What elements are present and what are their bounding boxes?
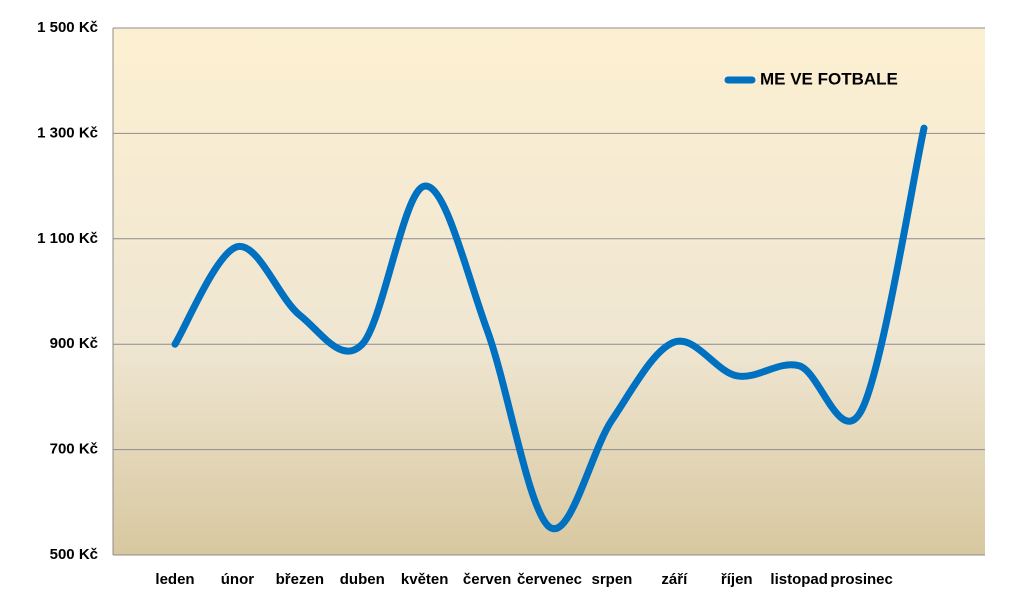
y-tick-label: 900 Kč [50, 335, 98, 352]
y-tick-label: 500 Kč [50, 546, 98, 563]
x-tick-label: listopad [770, 571, 828, 588]
x-tick-label: únor [221, 571, 254, 588]
x-tick-label: říjen [721, 571, 753, 588]
y-tick-label: 1 100 Kč [37, 230, 98, 247]
x-tick-label: duben [340, 571, 385, 588]
y-tick-label: 1 300 Kč [37, 124, 98, 141]
x-tick-label: září [661, 571, 688, 588]
line [171, 124, 928, 533]
x-tick-label: červen [463, 571, 511, 588]
x-tick-label: srpen [591, 571, 632, 588]
y-tick-label: 1 500 Kč [37, 19, 98, 36]
x-tick-label: březen [276, 571, 324, 588]
x-tick-label: květen [401, 571, 449, 588]
x-tick-label: prosinec [830, 571, 893, 588]
x-tick-label: leden [155, 571, 194, 588]
x-tick-label: červenec [517, 571, 582, 588]
y-tick-label: 700 Kč [50, 441, 98, 458]
plot-area [113, 28, 985, 555]
legend-label: ME VE FOTBALE [760, 69, 898, 88]
